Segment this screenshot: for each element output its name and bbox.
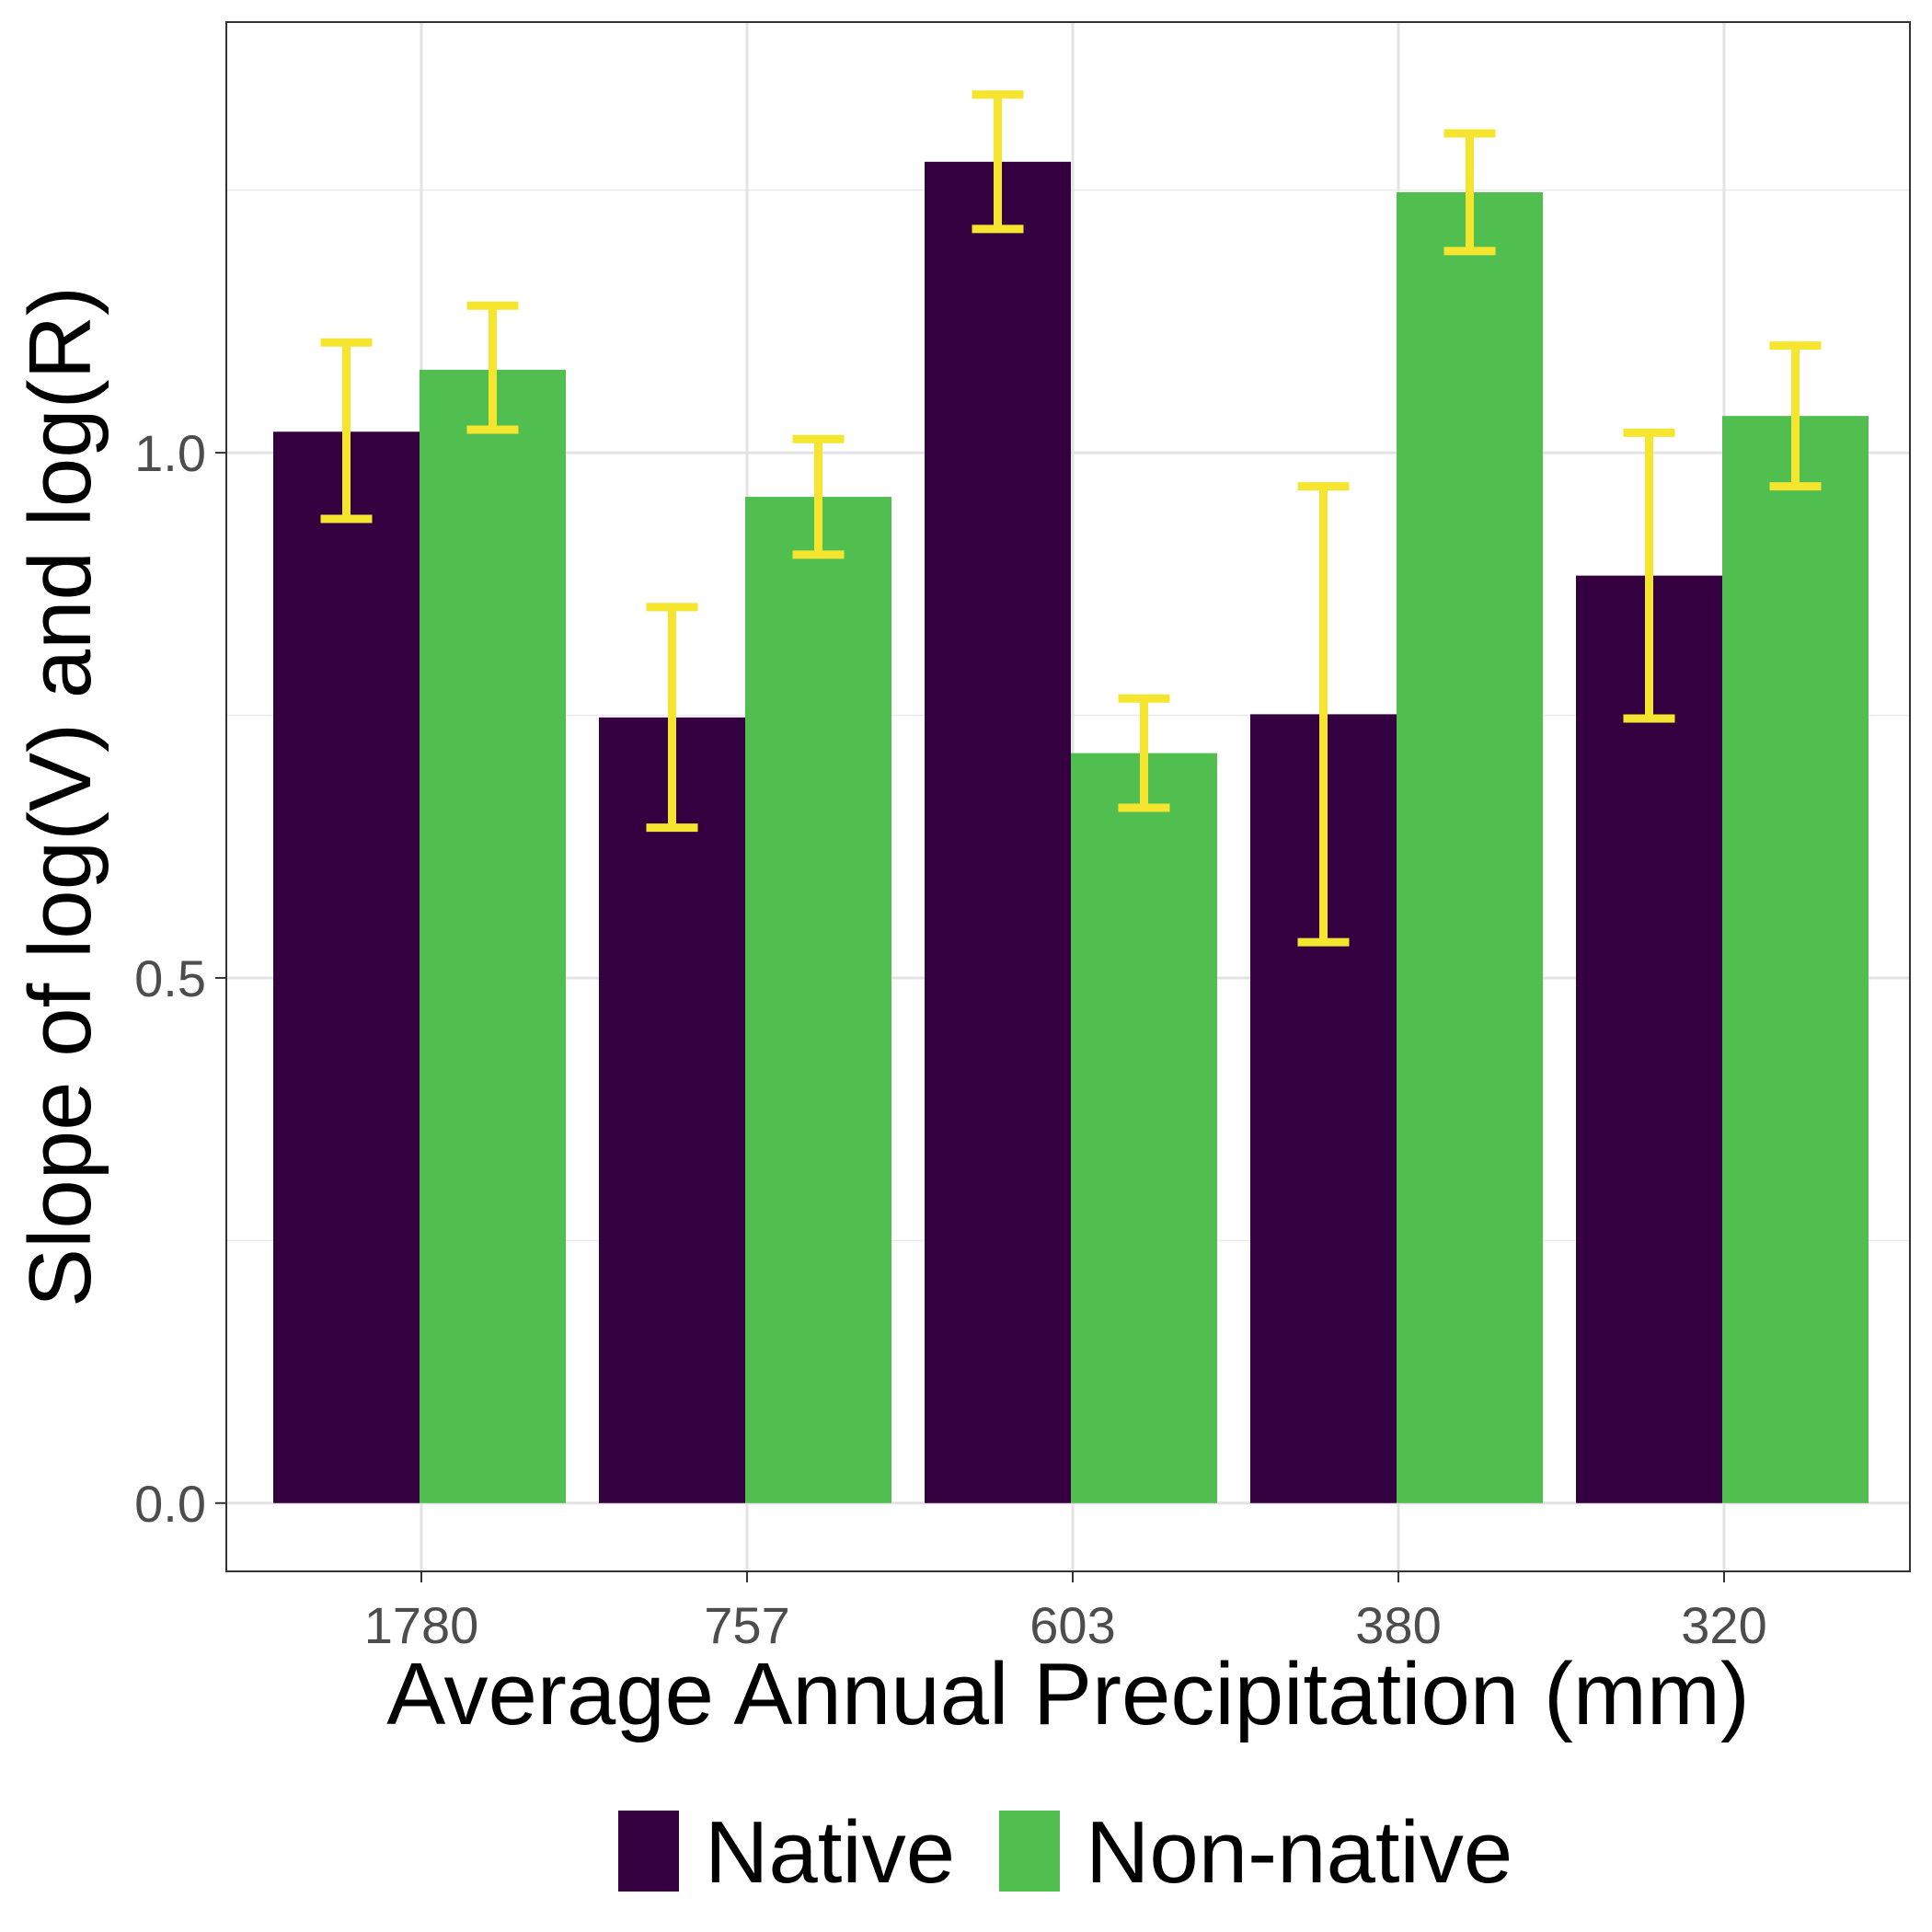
legend-label: Non-native: [1086, 1803, 1512, 1902]
bar-non-native-603: [1071, 753, 1217, 1503]
error-bar-native-380: [1297, 482, 1350, 947]
y-axis: 0.0 0.5 1.0: [134, 424, 226, 1533]
x-tick-label: 603: [1029, 1596, 1115, 1654]
x-axis-title: Average Annual Precipitation (mm): [386, 1645, 1750, 1743]
legend: Native Non-native: [618, 1803, 1512, 1902]
error-bar-native-1780: [320, 338, 373, 523]
x-tick-label: 757: [704, 1596, 789, 1654]
bar-native-757: [599, 717, 745, 1503]
x-tick-label: 380: [1355, 1596, 1441, 1654]
x-tick-label: 1780: [364, 1596, 479, 1654]
y-tick-label: 0.0: [134, 1475, 206, 1533]
bar-native-320: [1576, 575, 1722, 1503]
y-tick-label: 0.5: [134, 949, 206, 1007]
error-bar-non-native-757: [792, 434, 845, 559]
error-bar-non-native-1780: [466, 301, 519, 434]
x-axis: 1780 757 603 380 320: [364, 1571, 1767, 1654]
error-bar-non-native-320: [1769, 341, 1822, 491]
legend-item-native: Native: [618, 1803, 955, 1902]
bar-native-603: [925, 161, 1071, 1503]
x-tick-label: 320: [1681, 1596, 1766, 1654]
bar-non-native-757: [745, 497, 891, 1503]
bar-non-native-380: [1397, 191, 1543, 1503]
bar-native-1780: [273, 431, 420, 1503]
legend-item-non-native: Non-native: [999, 1803, 1512, 1902]
error-bar-non-native-603: [1118, 694, 1170, 812]
error-bar-native-603: [972, 90, 1024, 234]
bar-non-native-320: [1722, 416, 1869, 1503]
bar-non-native-1780: [420, 369, 566, 1503]
error-bar-native-757: [646, 603, 698, 833]
legend-swatch: [999, 1811, 1060, 1892]
error-bar-native-320: [1623, 428, 1675, 723]
error-bar-non-native-380: [1443, 129, 1496, 256]
legend-label: Native: [705, 1803, 955, 1902]
y-axis-title: Slope of log(V) and log(R): [11, 286, 109, 1307]
legend-swatch: [618, 1811, 679, 1892]
error-bars: [320, 90, 1822, 947]
y-tick-label: 1.0: [134, 424, 206, 482]
plot-border: [225, 21, 1911, 1572]
bars: [273, 161, 1869, 1503]
